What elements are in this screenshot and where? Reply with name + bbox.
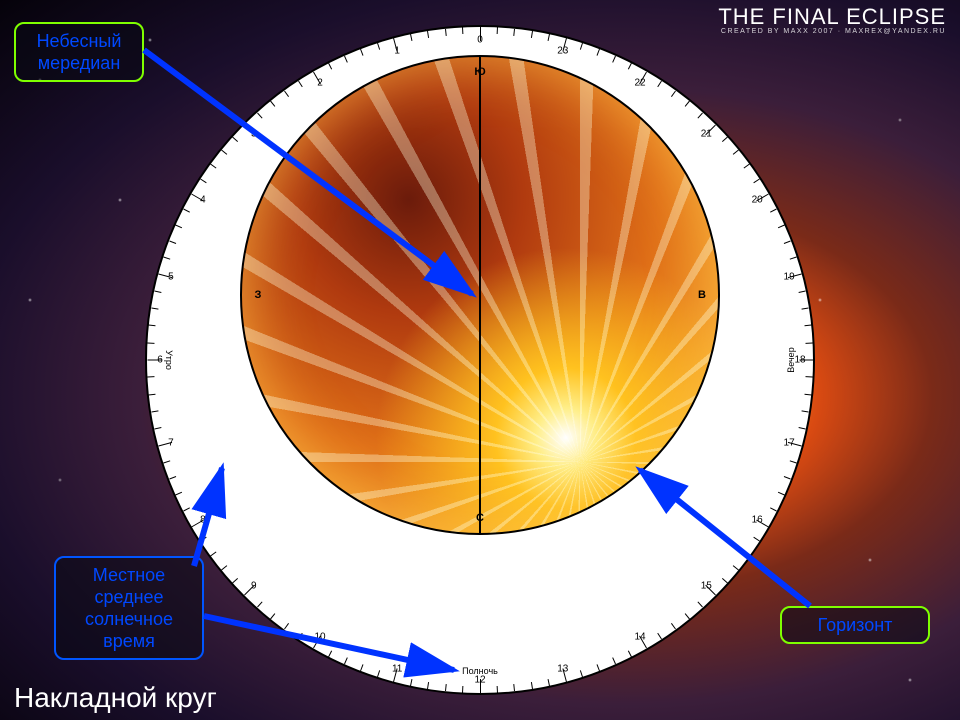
hour-number: 12 bbox=[474, 675, 485, 686]
hour-number: 10 bbox=[314, 632, 325, 643]
hour-number: 17 bbox=[784, 437, 795, 448]
hour-number: 23 bbox=[557, 45, 568, 56]
hour-number: 22 bbox=[634, 77, 645, 88]
ring-label: Утро bbox=[164, 350, 174, 370]
hour-number: 3 bbox=[251, 128, 257, 139]
annotation-mean-time: Местноесреднеесолнечноевремя bbox=[54, 556, 204, 660]
hour-number: 9 bbox=[251, 581, 257, 592]
cardinal-label: В bbox=[698, 289, 706, 301]
cardinal-label: Ю bbox=[474, 66, 485, 78]
hour-number: 1 bbox=[394, 45, 400, 56]
tick bbox=[147, 342, 154, 343]
tick bbox=[497, 686, 498, 693]
cardinal-label: С bbox=[476, 512, 484, 524]
hour-number: 19 bbox=[784, 272, 795, 283]
hour-number: 16 bbox=[752, 515, 763, 526]
title-logo: THE FINAL ECLIPSE CREATED BY MAXX 2007 ·… bbox=[718, 6, 946, 35]
hour-number: 18 bbox=[794, 355, 805, 366]
hour-number: 0 bbox=[477, 35, 483, 46]
tick bbox=[445, 29, 447, 36]
hour-number: 7 bbox=[168, 437, 174, 448]
hour-number: 6 bbox=[157, 355, 163, 366]
hour-number: 13 bbox=[557, 664, 568, 675]
slide-caption: Накладной круг bbox=[14, 682, 217, 714]
hour-number: 11 bbox=[392, 664, 402, 675]
annotation-meridian: Небесныймередиан bbox=[14, 22, 144, 82]
hour-number: 21 bbox=[701, 128, 712, 139]
meridian-line bbox=[479, 55, 481, 535]
hour-number: 2 bbox=[317, 77, 323, 88]
hour-number: 5 bbox=[168, 272, 174, 283]
hour-number: 15 bbox=[701, 581, 712, 592]
ring-label: Вечер bbox=[786, 347, 796, 372]
hour-number: 14 bbox=[634, 632, 645, 643]
annotation-horizon: Горизонт bbox=[780, 606, 930, 644]
ring-label: Полночь bbox=[462, 666, 498, 676]
logo-line2: CREATED BY MAXX 2007 · MAXREX@YANDEX.RU bbox=[718, 28, 946, 35]
cardinal-label: З bbox=[255, 289, 262, 301]
logo-line1: THE FINAL ECLIPSE bbox=[718, 6, 946, 28]
hour-number: 8 bbox=[200, 515, 206, 526]
hour-number: 4 bbox=[200, 195, 206, 206]
hour-number: 20 bbox=[752, 195, 763, 206]
tick bbox=[806, 342, 813, 343]
